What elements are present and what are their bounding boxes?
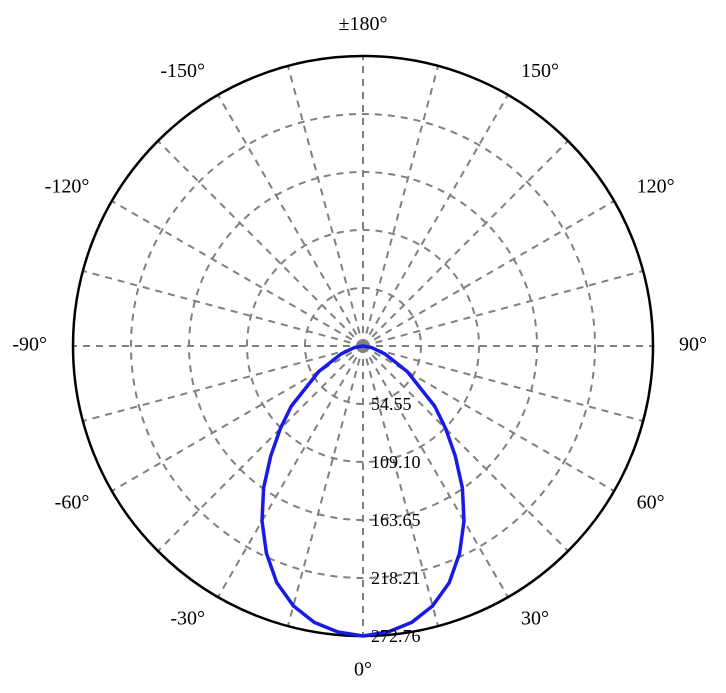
grid-radial [83, 271, 363, 346]
angle-label: -150° [160, 60, 205, 82]
angle-label: 90° [679, 334, 707, 356]
grid-radial [288, 66, 363, 346]
angle-label: 30° [521, 607, 549, 629]
grid-radial [363, 201, 614, 346]
grid-radial [112, 201, 363, 346]
radial-tick-label: 218.21 [371, 568, 421, 588]
grid-radial [83, 346, 363, 421]
radial-tick-label: 54.55 [371, 394, 412, 414]
polar-chart: 54.55 109.10 163.65 218.21 272.76 0° 30° 60° 90°… [0, 0, 726, 693]
radial-tick-label: 109.10 [371, 452, 421, 472]
radial-tick-label: 163.65 [371, 510, 421, 530]
radial-tick-label: 272.76 [371, 626, 421, 646]
grid-radial [363, 66, 438, 346]
angle-label: 0° [354, 659, 372, 681]
angle-label: 150° [521, 60, 559, 82]
angle-label: -30° [170, 607, 205, 629]
grid-radial [363, 95, 508, 346]
angle-label: ±180° [339, 13, 388, 35]
angle-label: -90° [12, 334, 47, 356]
grid-radial [158, 141, 363, 346]
angle-label: -120° [45, 176, 90, 198]
grid-radial [218, 346, 363, 597]
angle-label: 120° [637, 176, 675, 198]
grid-radial [288, 346, 363, 626]
radial-labels: 54.55 109.10 163.65 218.21 272.76 [371, 394, 421, 646]
angle-label: -60° [55, 492, 90, 514]
grid-radial [363, 141, 568, 346]
grid-radial [218, 95, 363, 346]
angle-label: 60° [637, 492, 665, 514]
grid-radial [363, 271, 643, 346]
